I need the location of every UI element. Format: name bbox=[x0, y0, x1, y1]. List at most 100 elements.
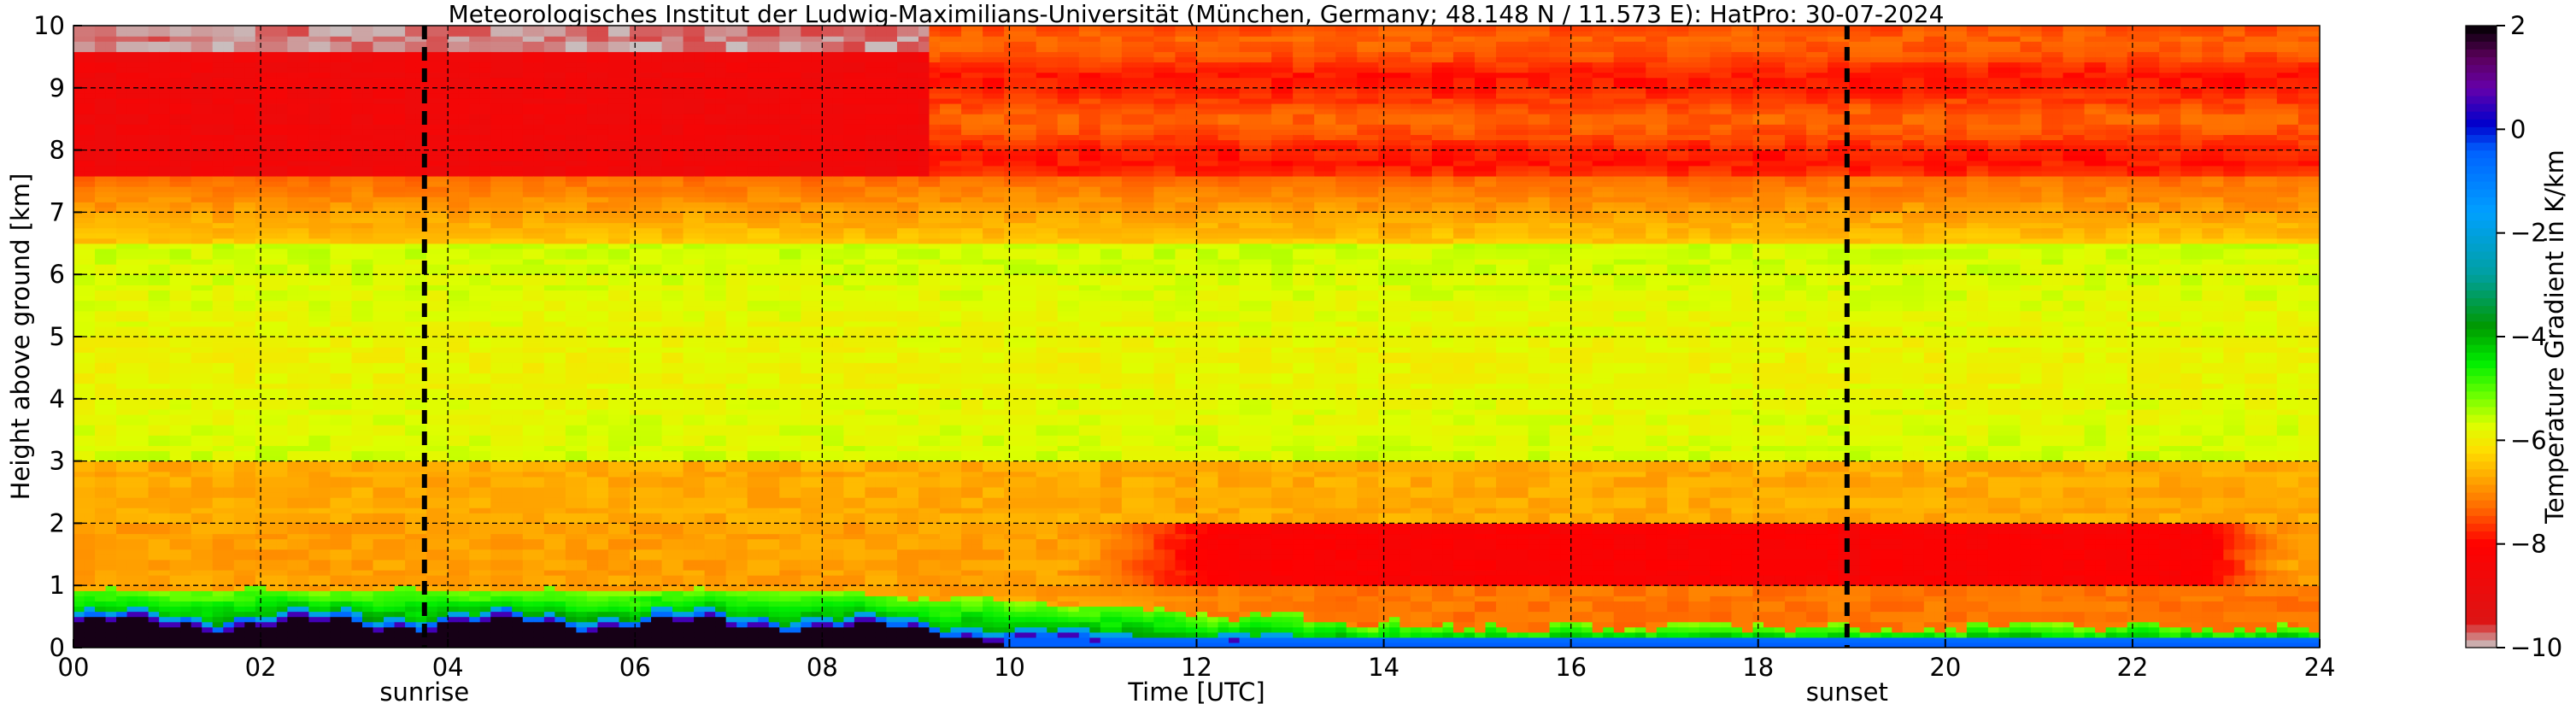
heatmap-cell bbox=[351, 388, 363, 395]
heatmap-cell bbox=[191, 564, 202, 571]
heatmap-cell bbox=[95, 450, 107, 457]
heatmap-cell bbox=[105, 642, 117, 648]
heatmap-cell bbox=[297, 507, 310, 513]
heatmap-cell bbox=[448, 408, 460, 415]
heatmap-cell bbox=[287, 305, 299, 312]
heatmap-cell bbox=[202, 310, 214, 317]
heatmap-cell bbox=[308, 186, 320, 192]
heatmap-cell bbox=[351, 466, 363, 472]
heatmap-cell bbox=[212, 367, 224, 374]
heatmap-cell bbox=[233, 570, 245, 576]
heatmap-cell bbox=[212, 393, 224, 400]
heatmap-cell bbox=[437, 538, 449, 545]
heatmap-cell bbox=[308, 56, 320, 63]
heatmap-cell bbox=[426, 310, 438, 317]
heatmap-cell bbox=[73, 590, 85, 596]
heatmap-cell bbox=[479, 114, 491, 120]
heatmap-cell bbox=[426, 347, 438, 353]
heatmap-cell bbox=[394, 440, 406, 446]
heatmap-cell bbox=[126, 362, 138, 368]
heatmap-cell bbox=[351, 56, 363, 63]
heatmap-cell bbox=[233, 232, 245, 239]
heatmap-cell bbox=[148, 97, 160, 104]
heatmap-cell bbox=[319, 528, 332, 535]
heatmap-cell bbox=[159, 631, 171, 638]
heatmap-cell bbox=[340, 155, 353, 161]
heatmap-cell bbox=[266, 570, 278, 576]
heatmap-cell bbox=[138, 352, 150, 358]
heatmap-cell bbox=[276, 440, 288, 446]
heatmap-cell bbox=[479, 492, 491, 498]
heatmap-cell bbox=[384, 72, 396, 79]
heatmap-cell bbox=[126, 232, 138, 239]
heatmap-cell bbox=[266, 26, 278, 32]
heatmap-cell bbox=[233, 238, 245, 244]
heatmap-cell bbox=[426, 631, 438, 638]
heatmap-cell bbox=[330, 497, 342, 503]
heatmap-cell bbox=[233, 538, 245, 545]
heatmap-cell bbox=[351, 139, 363, 146]
heatmap-cell bbox=[233, 315, 245, 322]
heatmap-cell bbox=[340, 564, 353, 571]
heatmap-cell bbox=[95, 290, 107, 296]
heatmap-cell bbox=[437, 264, 449, 270]
heatmap-cell bbox=[479, 507, 491, 513]
heatmap-cell bbox=[180, 403, 192, 410]
heatmap-cell bbox=[512, 367, 524, 374]
heatmap-cell bbox=[159, 124, 171, 130]
heatmap-cell bbox=[84, 202, 96, 208]
heatmap-cell bbox=[308, 590, 320, 596]
heatmap-cell bbox=[458, 109, 470, 114]
heatmap-cell bbox=[159, 51, 171, 57]
heatmap-cell bbox=[266, 435, 278, 441]
heatmap-cell bbox=[415, 580, 427, 586]
heatmap-cell bbox=[479, 87, 491, 94]
heatmap-cell bbox=[308, 248, 320, 255]
heatmap-cell bbox=[340, 119, 353, 125]
heatmap-cell bbox=[73, 175, 85, 182]
heatmap-cell bbox=[233, 461, 245, 467]
heatmap-cell bbox=[116, 440, 128, 446]
heatmap-cell bbox=[384, 170, 396, 177]
heatmap-cell bbox=[469, 481, 481, 488]
heatmap-cell bbox=[319, 481, 332, 488]
heatmap-cell bbox=[448, 367, 460, 374]
heatmap-cell bbox=[244, 362, 256, 368]
heatmap-cell bbox=[84, 342, 96, 348]
heatmap-cell bbox=[84, 559, 96, 566]
heatmap-cell bbox=[437, 367, 449, 374]
heatmap-cell bbox=[73, 554, 85, 560]
heatmap-cell bbox=[458, 425, 470, 431]
heatmap-cell bbox=[126, 383, 138, 390]
heatmap-cell bbox=[469, 56, 481, 63]
heatmap-cell bbox=[297, 243, 310, 249]
heatmap-cell bbox=[244, 165, 256, 172]
heatmap-cell bbox=[138, 87, 150, 94]
heatmap-cell bbox=[116, 601, 128, 607]
heatmap-cell bbox=[340, 455, 353, 462]
heatmap-cell bbox=[169, 305, 181, 312]
heatmap-cell bbox=[276, 549, 288, 555]
heatmap-cell bbox=[373, 36, 384, 42]
heatmap-cell bbox=[73, 129, 85, 135]
heatmap-cell bbox=[126, 461, 138, 467]
heatmap-cell bbox=[384, 92, 396, 99]
heatmap-cell bbox=[95, 175, 107, 182]
heatmap-cell bbox=[512, 435, 524, 441]
heatmap-cell bbox=[330, 352, 342, 358]
heatmap-cell bbox=[266, 367, 278, 374]
heatmap-cell bbox=[244, 186, 256, 192]
heatmap-cell bbox=[351, 77, 363, 84]
heatmap-cell bbox=[362, 67, 374, 73]
heatmap-cell bbox=[373, 310, 384, 317]
heatmap-cell bbox=[340, 305, 353, 312]
heatmap-cell bbox=[394, 232, 406, 239]
heatmap-cell bbox=[223, 492, 235, 498]
heatmap-cell bbox=[512, 507, 524, 513]
heatmap-cell bbox=[384, 300, 396, 307]
heatmap-cell bbox=[169, 637, 181, 643]
heatmap-cell bbox=[340, 590, 353, 596]
heatmap-cell bbox=[105, 331, 117, 337]
heatmap-cell bbox=[276, 476, 288, 483]
heatmap-cell bbox=[233, 481, 245, 488]
